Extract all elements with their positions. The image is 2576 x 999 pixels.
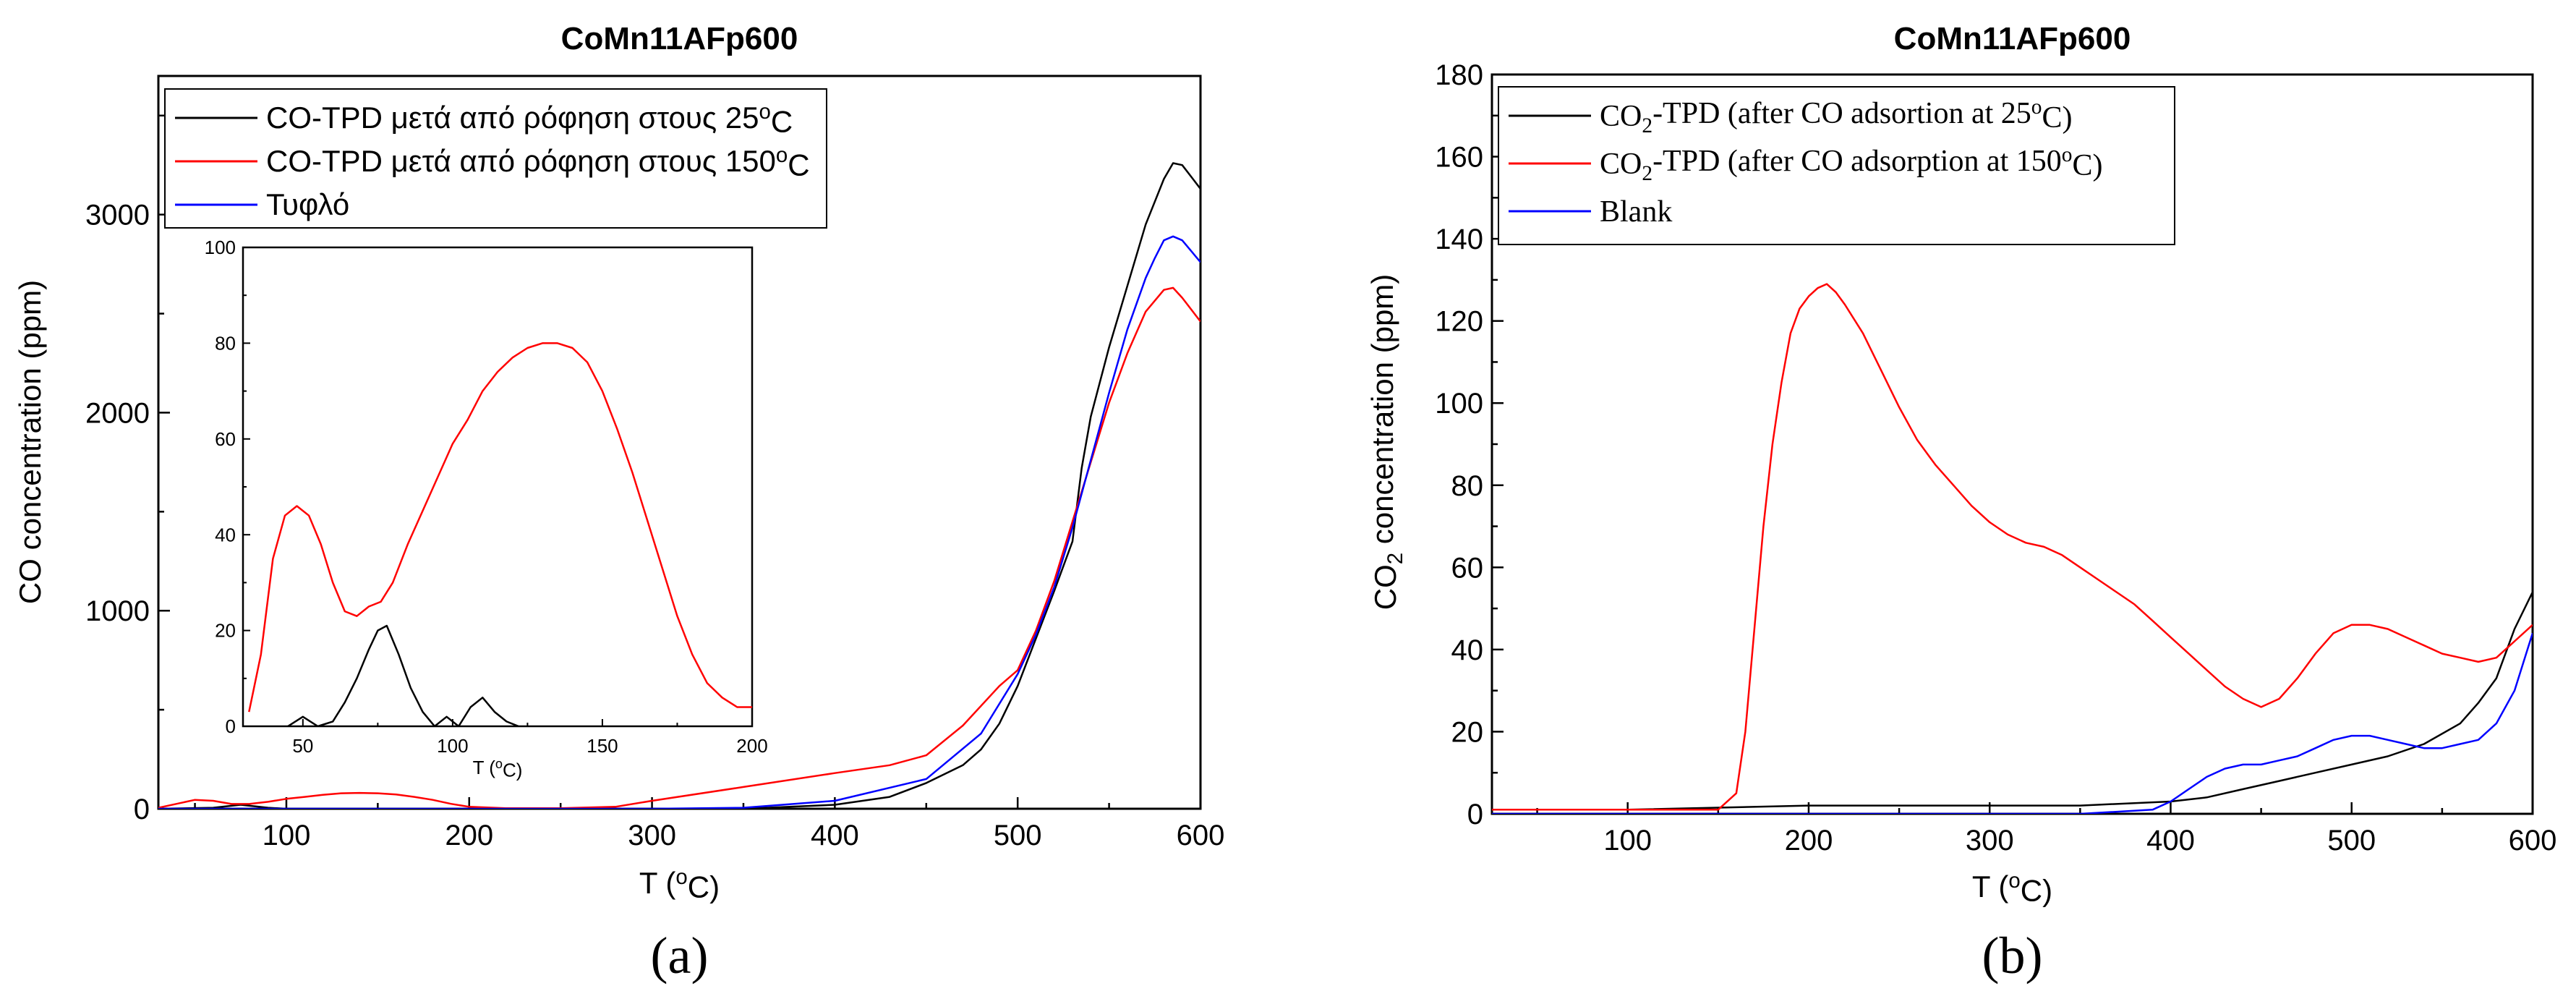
b-panel-label: (b) [1982, 927, 2043, 985]
a-inset-y-tick-label: 40 [215, 524, 236, 545]
a-y-tick-label: 1000 [85, 595, 150, 627]
b-series-line-1 [1492, 283, 2533, 811]
a-legend-label-1: CO-TPD μετά από ρόφηση στους 150oC [266, 143, 810, 182]
a-inset-series-line-0 [248, 342, 752, 713]
b-y-tick-label: 80 [1451, 470, 1484, 502]
b-legend-box [1498, 86, 2175, 245]
a-inset-x-tick-label: 100 [437, 735, 468, 757]
b-x-tick-label: 400 [2146, 825, 2195, 856]
b-y-tick-label: 60 [1451, 552, 1484, 584]
b-x-tick-label: 200 [1785, 825, 1833, 856]
a-series-line-2 [158, 235, 1200, 809]
a-legend: CO-TPD μετά από ρόφηση στους 25oC CO-TPD … [164, 88, 827, 229]
a-inset-x-axis-label: T (oC) [473, 757, 523, 781]
a-x-axis-label: T (oC) [639, 865, 720, 904]
b-series-line-0 [1492, 591, 2533, 811]
a-series-line-1 [158, 286, 1200, 809]
a-x-tick-label: 100 [263, 820, 311, 851]
a-x-tick-label: 500 [994, 820, 1042, 851]
a-panel-label: (a) [651, 927, 709, 985]
a-inset-y-tick-label: 60 [215, 428, 236, 450]
b-y-tick-label: 120 [1435, 306, 1483, 338]
b-x-axis-label: T (oC) [1972, 869, 2052, 908]
a-inset-y-tick-label: 20 [215, 620, 236, 642]
b-legend-label-2: Blank [1600, 195, 1672, 229]
a-x-tick-label: 600 [1177, 820, 1225, 851]
a-inset-x-tick-label: 50 [292, 735, 313, 757]
a-legend-box [164, 88, 827, 229]
b-x-tick-label: 100 [1603, 825, 1652, 856]
a-legend-label-0: CO-TPD μετά από ρόφηση στους 25oC [266, 100, 793, 139]
a-x-tick-label: 300 [628, 820, 676, 851]
a-y-tick-label: 2000 [85, 397, 150, 429]
a-inset-y-tick-label: 80 [215, 333, 236, 354]
a-legend-label-2: Τυφλό [266, 187, 349, 221]
a-y-tick-label: 0 [134, 794, 150, 825]
b-y-tick-label: 20 [1451, 716, 1484, 748]
a-chart-title: CoMn11AFp600 [561, 21, 798, 56]
b-y-tick-label: 140 [1435, 224, 1483, 255]
a-inset-y-tick-label: 0 [226, 715, 236, 737]
a-x-tick-label: 400 [811, 820, 859, 851]
chart-a-inset: 50 100 150 200 0 20 40 60 80 100 [205, 237, 768, 757]
a-inset-plot-frame [242, 246, 754, 728]
a-inset-series-line-1 [287, 624, 519, 726]
b-x-tick-label: 300 [1966, 825, 2014, 856]
a-inset-y-tick-label: 100 [205, 237, 236, 258]
a-series-line-0 [158, 162, 1200, 809]
b-series-line-2 [1492, 632, 2533, 814]
b-x-tick-label: 500 [2327, 825, 2376, 856]
a-y-axis-label: CO concentration (ppm) [13, 280, 47, 604]
a-inset-x-tick-label: 200 [736, 735, 767, 757]
b-legend-label-0: CO2-TPD (after CO adsortion at 25oC) [1600, 95, 2073, 137]
b-chart-title: CoMn11AFp600 [1894, 21, 2131, 56]
b-y-tick-label: 100 [1435, 388, 1483, 420]
a-x-tick-label: 200 [445, 820, 493, 851]
b-legend: CO2-TPD (after CO adsortion at 25oC) CO2-… [1498, 86, 2175, 245]
b-y-axis-label: CO2 concentration (ppm) [1365, 274, 1407, 611]
b-y-tick-label: 160 [1435, 142, 1483, 174]
b-y-tick-label: 180 [1435, 59, 1483, 91]
b-y-tick-label: 0 [1467, 799, 1483, 830]
a-y-tick-label: 3000 [85, 200, 150, 231]
a-inset-x-tick-label: 150 [587, 735, 618, 757]
b-legend-label-1: CO2-TPD (after CO adsorption at 150oC) [1600, 143, 2103, 185]
b-x-tick-label: 600 [2509, 825, 2557, 856]
b-y-tick-label: 40 [1451, 634, 1484, 666]
